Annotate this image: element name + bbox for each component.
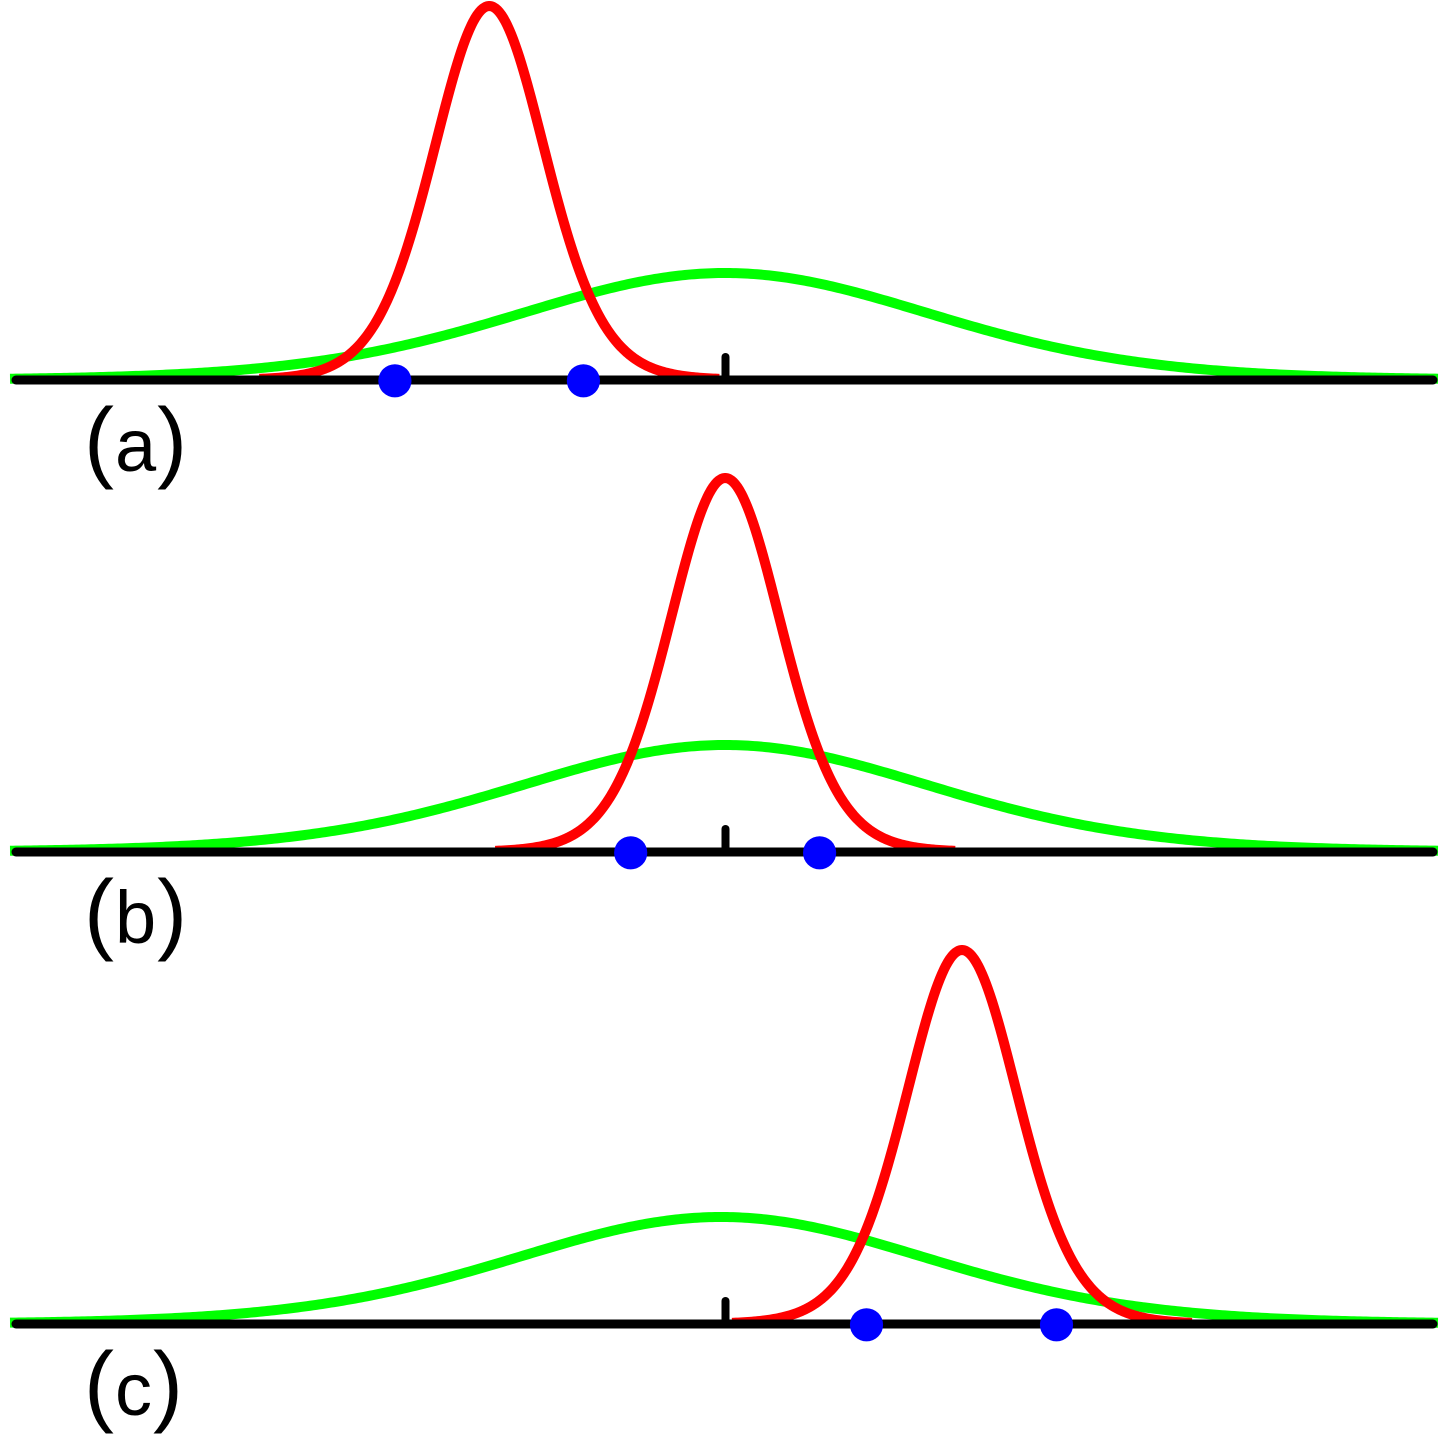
svg-text:(a): (a) (84, 391, 188, 491)
svg-text:(c): (c) (84, 1335, 184, 1435)
svg-text:(b): (b) (84, 863, 188, 963)
